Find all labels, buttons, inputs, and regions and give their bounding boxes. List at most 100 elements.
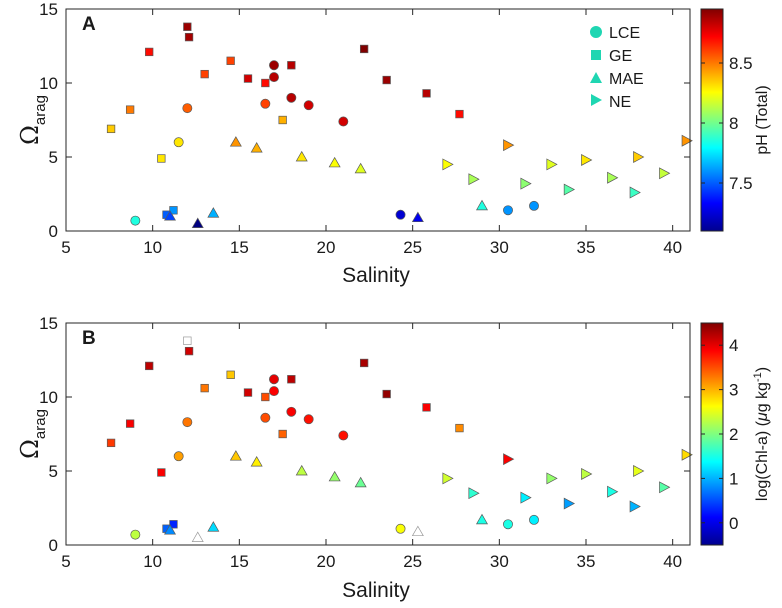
legend-label-ge: GE bbox=[609, 48, 632, 65]
point-mae bbox=[207, 521, 220, 532]
point-ne bbox=[629, 500, 641, 513]
point-lce bbox=[395, 209, 406, 220]
point-mae bbox=[207, 207, 220, 218]
point-lce bbox=[269, 72, 279, 83]
colorbar-tick-label: 8.5 bbox=[729, 54, 753, 73]
y-axis-label-b: Ωarag bbox=[16, 409, 49, 459]
point-ge bbox=[145, 47, 154, 57]
legend: LCE GE MAE NE bbox=[590, 25, 644, 111]
point-ge bbox=[125, 105, 135, 114]
y-tick-label: 15 bbox=[39, 314, 58, 333]
x-tick-label: 20 bbox=[317, 552, 336, 571]
colorbar-label-a: pH (Total) bbox=[754, 85, 771, 154]
point-ge bbox=[287, 375, 296, 384]
point-mae bbox=[250, 142, 263, 153]
colorbar-tick-label: 4 bbox=[729, 336, 738, 355]
panel-label-b: B bbox=[82, 328, 96, 349]
point-lce bbox=[503, 519, 513, 530]
x-tick-label: 10 bbox=[143, 238, 162, 257]
legend-item-mae: MAE bbox=[590, 71, 644, 88]
point-ne bbox=[503, 139, 515, 152]
point-lce bbox=[286, 406, 297, 417]
y-axis-label-sub-a: arag bbox=[32, 95, 49, 125]
point-lce bbox=[173, 137, 184, 148]
x-tick-label: 25 bbox=[403, 238, 422, 257]
point-ge bbox=[287, 61, 296, 70]
point-ge bbox=[200, 69, 209, 79]
point-ne bbox=[503, 453, 515, 466]
point-ge bbox=[261, 78, 270, 88]
point-lce bbox=[260, 412, 271, 423]
point-mae bbox=[328, 156, 341, 168]
point-ne bbox=[563, 183, 576, 196]
point-ge bbox=[184, 32, 194, 42]
point-lce bbox=[173, 451, 184, 462]
point-ne bbox=[546, 158, 558, 171]
point-ne bbox=[581, 153, 593, 166]
point-ge bbox=[359, 358, 369, 368]
point-ne bbox=[633, 465, 645, 477]
point-lce bbox=[395, 523, 406, 534]
plot-area-a bbox=[66, 9, 690, 231]
y-tick-label: 0 bbox=[49, 536, 58, 555]
point-ge bbox=[157, 154, 166, 163]
point-ge bbox=[106, 124, 116, 134]
scatter-points-a bbox=[106, 22, 693, 228]
point-ge bbox=[359, 44, 369, 54]
point-lce bbox=[130, 215, 141, 226]
svg-text:Ωarag: Ωarag bbox=[16, 409, 49, 459]
point-ge bbox=[382, 75, 391, 85]
y-tick-label: 10 bbox=[39, 388, 58, 407]
legend-label-mae: MAE bbox=[609, 71, 644, 88]
point-ne bbox=[633, 151, 645, 163]
point-ne bbox=[468, 173, 480, 186]
y-tick-label: 5 bbox=[49, 462, 58, 481]
plot-area-b bbox=[66, 323, 690, 545]
point-lce bbox=[503, 205, 513, 216]
point-mae bbox=[163, 210, 177, 221]
point-ge bbox=[278, 429, 287, 439]
point-mae bbox=[229, 136, 242, 147]
point-ne bbox=[546, 472, 558, 485]
colorbar-label-b-unit: g kg bbox=[754, 382, 771, 412]
legend-item-lce: LCE bbox=[590, 25, 640, 42]
point-lce bbox=[338, 116, 349, 127]
colorbar-ticks-b: 0 1 2 3 4 bbox=[701, 336, 738, 533]
point-ge bbox=[382, 389, 391, 399]
axes-box-a bbox=[65, 8, 691, 232]
x-axis-label-a: Salinity bbox=[342, 264, 410, 287]
x-tick-label: 10 bbox=[143, 552, 162, 571]
point-ne bbox=[520, 177, 532, 190]
point-ge bbox=[243, 388, 253, 397]
x-tick-label: 30 bbox=[490, 552, 509, 571]
svg-text:Ωarag: Ωarag bbox=[16, 95, 49, 145]
colorbar-label-b: log(Chl-a) (μg kg-1) bbox=[752, 367, 771, 501]
y-axis-label-omega-a: Ω bbox=[16, 125, 44, 145]
point-mae bbox=[191, 531, 204, 542]
point-lce bbox=[260, 98, 271, 109]
point-ne bbox=[629, 186, 641, 199]
point-mae bbox=[354, 476, 367, 488]
point-ge bbox=[183, 22, 192, 31]
y-axis-label-omega-b: Ω bbox=[16, 439, 44, 459]
point-ge bbox=[261, 392, 270, 402]
y-tick-label: 15 bbox=[39, 0, 58, 19]
colorbar-tick-label: 3 bbox=[729, 381, 738, 400]
point-ne bbox=[659, 481, 671, 494]
point-ge bbox=[184, 346, 194, 356]
legend-marker-triangle-up bbox=[590, 72, 602, 83]
point-ne bbox=[681, 448, 693, 461]
colorbar-tick-label: 0 bbox=[729, 514, 738, 533]
point-ge bbox=[243, 74, 253, 83]
colorbar-tick-label: 7.5 bbox=[729, 174, 753, 193]
legend-label-lce: LCE bbox=[609, 25, 640, 42]
point-ge bbox=[226, 56, 235, 65]
point-ge bbox=[106, 438, 116, 448]
x-tick-label: 15 bbox=[230, 238, 249, 257]
point-lce bbox=[303, 100, 314, 111]
colorbar-label-b-mu: μ bbox=[754, 412, 771, 422]
point-lce bbox=[130, 529, 141, 540]
x-tick-label: 20 bbox=[317, 238, 336, 257]
